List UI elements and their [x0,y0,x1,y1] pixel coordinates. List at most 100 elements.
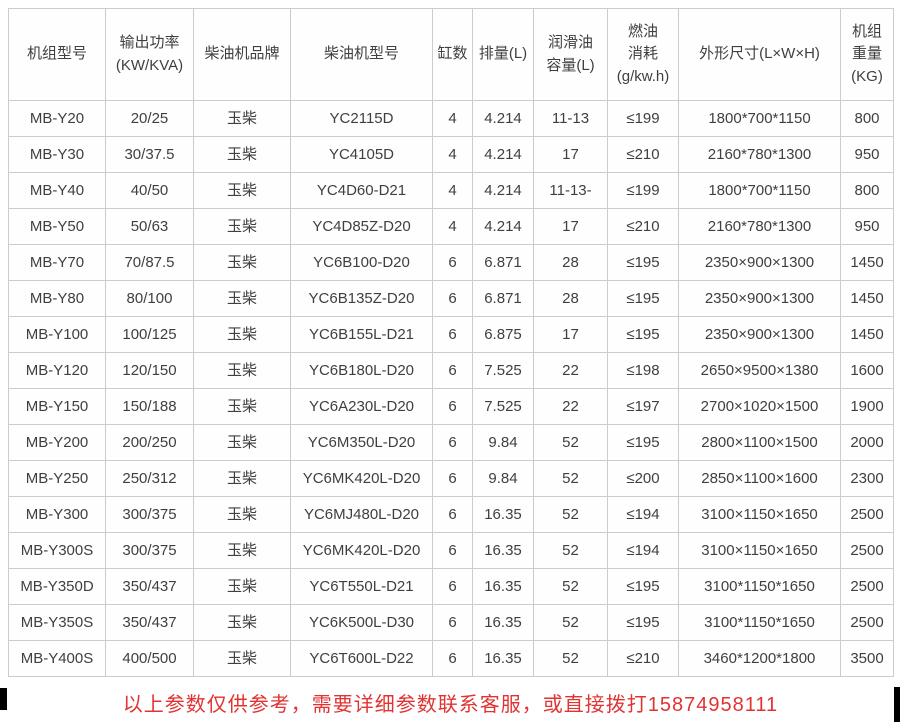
table-cell: 100/125 [105,316,194,353]
table-row: MB-Y300 300/375 玉柴 YC6MJ480L-D20 6 16.35 52 ≤19… [8,496,894,533]
right-edge-artifact [894,687,900,722]
table-cell: 6.875 [472,316,534,353]
table-cell: 400/500 [105,640,194,677]
table-cell: 2850×1100×1600 [678,460,841,497]
table-cell: YC2115D [290,100,433,137]
table-cell: 2160*780*1300 [678,136,841,173]
column-header: 柴油机品牌 [193,8,291,101]
table-cell: 玉柴 [193,100,291,137]
table-row: MB-Y120 120/150 玉柴 YC6B180L-D20 6 7.525 22 ≤198… [8,352,894,389]
table-cell: 16.35 [472,496,534,533]
table-cell: 150/188 [105,388,194,425]
table-cell: 2800×1100×1500 [678,424,841,461]
table-cell: MB-Y400S [8,640,106,677]
table-cell: 玉柴 [193,568,291,605]
table-cell: 4.214 [472,136,534,173]
table-row: MB-Y50 50/63 玉柴 YC4D85Z-D20 4 4.214 17 ≤210 2160… [8,208,894,245]
table-cell: 800 [840,100,894,137]
table-row: MB-Y350S 350/437 玉柴 YC6K500L-D30 6 16.35 52 ≤19… [8,604,894,641]
table-cell: 玉柴 [193,208,291,245]
table-cell: MB-Y100 [8,316,106,353]
table-cell: 玉柴 [193,424,291,461]
table-cell: MB-Y300 [8,496,106,533]
table-cell: 2000 [840,424,894,461]
table-cell: YC6M350L-D20 [290,424,433,461]
table-cell: ≤195 [607,604,679,641]
table-cell: YC6MK420L-D20 [290,460,433,497]
table-cell: 7.525 [472,388,534,425]
table-cell: 16.35 [472,532,534,569]
table-cell: 300/375 [105,532,194,569]
table-cell: 玉柴 [193,136,291,173]
table-cell: 玉柴 [193,352,291,389]
table-cell: 17 [533,208,608,245]
table-cell: 20/25 [105,100,194,137]
table-cell: 3100*1150*1650 [678,568,841,605]
table-cell: 4.214 [472,100,534,137]
table-cell: 52 [533,460,608,497]
column-header: 机组 重量 (KG) [840,8,894,101]
table-cell: 2500 [840,532,894,569]
table-cell: 6 [432,424,473,461]
table-cell: 52 [533,496,608,533]
table-cell: 6 [432,388,473,425]
table-cell: 1900 [840,388,894,425]
table-cell: 350/437 [105,604,194,641]
table-cell: 6 [432,496,473,533]
table-cell: 30/37.5 [105,136,194,173]
table-cell: 玉柴 [193,532,291,569]
table-cell: 4.214 [472,208,534,245]
table-cell: ≤200 [607,460,679,497]
table-body: MB-Y20 20/25 玉柴 YC2115D 4 4.214 11-13 ≤199 1800*… [8,100,894,677]
table-cell: MB-Y250 [8,460,106,497]
table-cell: ≤210 [607,136,679,173]
table-cell: ≤199 [607,100,679,137]
table-cell: 52 [533,424,608,461]
table-cell: MB-Y20 [8,100,106,137]
table-cell: 玉柴 [193,172,291,209]
table-cell: ≤195 [607,568,679,605]
table-cell: 50/63 [105,208,194,245]
column-header: 机组型号 [8,8,106,101]
table-cell: 2500 [840,604,894,641]
table-cell: YC6A230L-D20 [290,388,433,425]
table-cell: ≤198 [607,352,679,389]
table-cell: 3100×1150×1650 [678,532,841,569]
table-cell: 52 [533,640,608,677]
table-cell: 1450 [840,316,894,353]
table-cell: 17 [533,136,608,173]
table-cell: 80/100 [105,280,194,317]
table-header: 机组型号 输出功率 (KW/KVA) 柴油机品牌 柴油机型号 缸数 排量(L) 润滑油 容量… [8,8,894,101]
table-cell: 2160*780*1300 [678,208,841,245]
table-cell: 950 [840,208,894,245]
column-header: 缸数 [432,8,473,101]
table-row: MB-Y250 250/312 玉柴 YC6MK420L-D20 6 9.84 52 ≤200… [8,460,894,497]
table-cell: 11-13- [533,172,608,209]
table-cell: 28 [533,244,608,281]
table-cell: 6 [432,244,473,281]
footer-notice: 以上参数仅供参考，需要详细参数联系客服，或直接拨打15874958111 [8,684,893,720]
table-cell: MB-Y350D [8,568,106,605]
table-cell: MB-Y200 [8,424,106,461]
table-cell: ≤199 [607,172,679,209]
table-cell: 950 [840,136,894,173]
table-cell: 70/87.5 [105,244,194,281]
column-header: 排量(L) [472,8,534,101]
table-cell: 52 [533,532,608,569]
table-cell: 玉柴 [193,316,291,353]
table-cell: 4 [432,136,473,173]
table-cell: 120/150 [105,352,194,389]
table-cell: MB-Y150 [8,388,106,425]
table-row: MB-Y150 150/188 玉柴 YC6A230L-D20 6 7.525 22 ≤197… [8,388,894,425]
column-header: 燃油 消耗 (g/kw.h) [607,8,679,101]
table-cell: 250/312 [105,460,194,497]
table-cell: YC6B180L-D20 [290,352,433,389]
table-row: MB-Y100 100/125 玉柴 YC6B155L-D21 6 6.875 17 ≤195… [8,316,894,353]
column-header: 输出功率 (KW/KVA) [105,8,194,101]
table-cell: 玉柴 [193,280,291,317]
table-row: MB-Y200 200/250 玉柴 YC6M350L-D20 6 9.84 52 ≤195 2… [8,424,894,461]
table-cell: 28 [533,280,608,317]
table-cell: ≤195 [607,424,679,461]
table-cell: 22 [533,388,608,425]
